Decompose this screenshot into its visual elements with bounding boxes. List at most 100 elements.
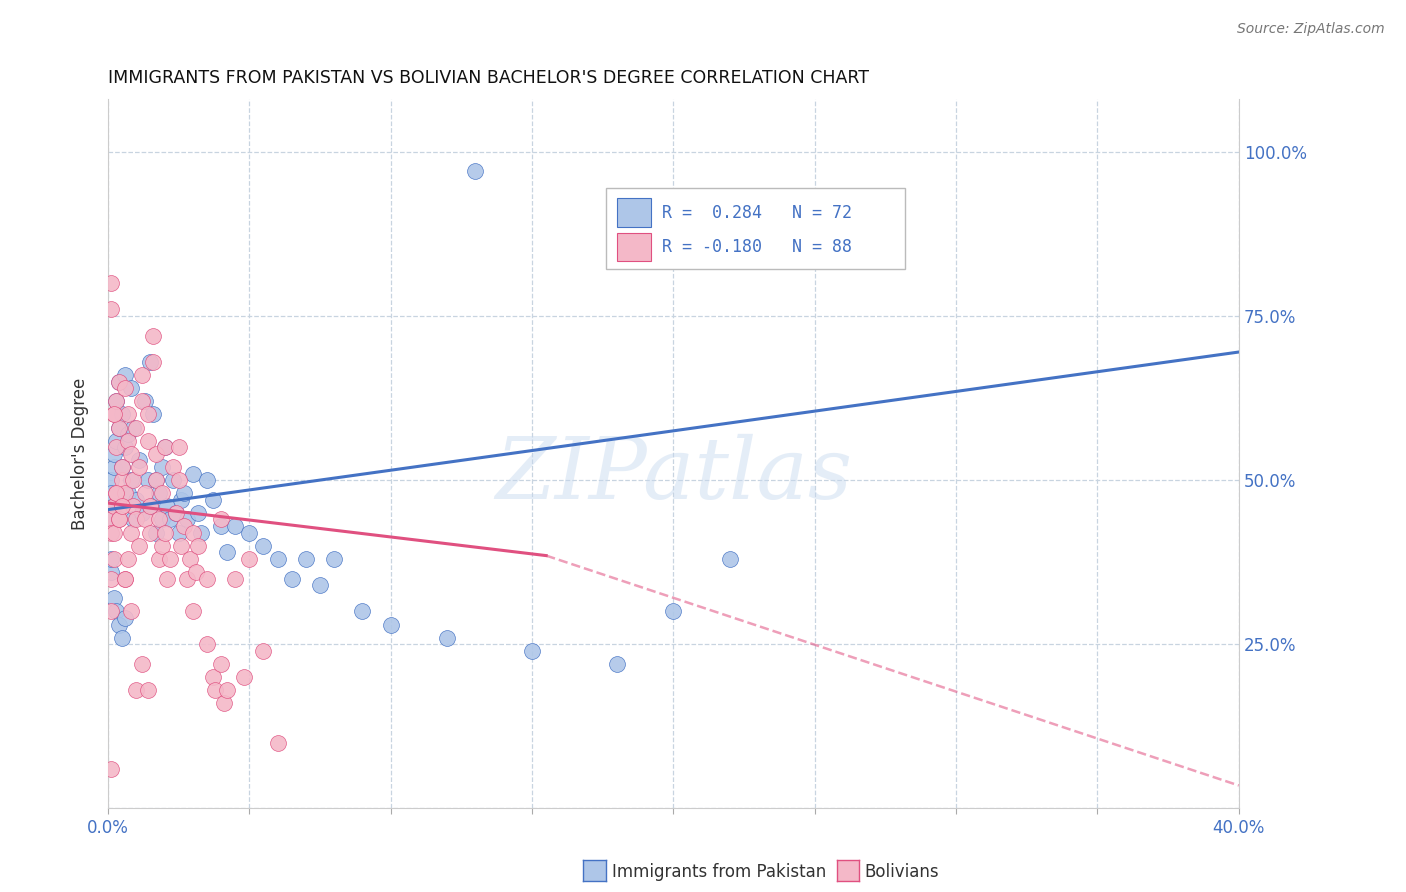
Point xyxy=(105,394,128,409)
Text: R =  0.284   N = 72: R = 0.284 N = 72 xyxy=(662,203,852,222)
Point xyxy=(153,525,176,540)
Point xyxy=(209,657,232,671)
Point xyxy=(295,552,318,566)
Point xyxy=(150,459,173,474)
Point xyxy=(105,440,128,454)
Point xyxy=(252,644,274,658)
Point xyxy=(352,604,374,618)
Point xyxy=(201,670,224,684)
Point xyxy=(128,459,150,474)
Point xyxy=(136,434,159,448)
Point xyxy=(114,368,136,382)
Point xyxy=(464,164,486,178)
Point xyxy=(136,683,159,698)
Point xyxy=(117,427,139,442)
Point xyxy=(165,506,187,520)
Point xyxy=(117,434,139,448)
Point xyxy=(122,420,145,434)
Point xyxy=(139,355,162,369)
Point xyxy=(111,631,134,645)
Point xyxy=(111,500,134,514)
Point xyxy=(100,525,122,540)
Point xyxy=(103,591,125,606)
Point xyxy=(167,525,190,540)
Point xyxy=(165,506,187,520)
Point xyxy=(323,552,346,566)
Point xyxy=(103,408,125,422)
Point xyxy=(117,408,139,422)
Point xyxy=(280,572,302,586)
Point xyxy=(224,572,246,586)
Point xyxy=(105,394,128,409)
Point xyxy=(103,525,125,540)
Point xyxy=(170,492,193,507)
Text: Immigrants from Pakistan: Immigrants from Pakistan xyxy=(612,863,825,881)
Point xyxy=(139,525,162,540)
Point xyxy=(139,500,162,514)
Point xyxy=(108,512,131,526)
FancyBboxPatch shape xyxy=(606,188,905,269)
Point xyxy=(131,506,153,520)
Point xyxy=(122,473,145,487)
Point xyxy=(108,420,131,434)
Point xyxy=(111,459,134,474)
Text: IMMIGRANTS FROM PAKISTAN VS BOLIVIAN BACHELOR'S DEGREE CORRELATION CHART: IMMIGRANTS FROM PAKISTAN VS BOLIVIAN BAC… xyxy=(108,69,869,87)
Point xyxy=(122,500,145,514)
Point xyxy=(142,355,165,369)
Point xyxy=(380,617,402,632)
Point xyxy=(114,486,136,500)
Point xyxy=(108,617,131,632)
Point xyxy=(162,473,184,487)
Point xyxy=(148,552,170,566)
Point xyxy=(100,552,122,566)
Point xyxy=(125,512,148,526)
Point xyxy=(100,604,122,618)
Point xyxy=(100,565,122,579)
Point xyxy=(134,512,156,526)
Point xyxy=(224,519,246,533)
Point xyxy=(111,459,134,474)
Point xyxy=(120,447,142,461)
Point xyxy=(108,512,131,526)
Y-axis label: Bachelor's Degree: Bachelor's Degree xyxy=(72,377,89,530)
Point xyxy=(105,486,128,500)
Point xyxy=(204,683,226,698)
Point xyxy=(436,631,458,645)
Point xyxy=(266,736,288,750)
Point xyxy=(145,447,167,461)
Point xyxy=(150,539,173,553)
Point xyxy=(111,473,134,487)
Point xyxy=(238,552,260,566)
Point xyxy=(176,572,198,586)
Point xyxy=(201,492,224,507)
Point xyxy=(122,512,145,526)
Point xyxy=(181,467,204,481)
Point xyxy=(150,486,173,500)
Point xyxy=(100,512,122,526)
Point xyxy=(125,683,148,698)
Point xyxy=(187,539,209,553)
Text: ZIPatlas: ZIPatlas xyxy=(495,434,852,516)
Point xyxy=(190,525,212,540)
Point xyxy=(209,512,232,526)
Point xyxy=(105,434,128,448)
Bar xyxy=(617,199,651,227)
Point xyxy=(179,552,201,566)
Point xyxy=(125,492,148,507)
Point xyxy=(184,565,207,579)
Point xyxy=(120,604,142,618)
Point xyxy=(520,644,543,658)
Point xyxy=(120,525,142,540)
Point xyxy=(252,539,274,553)
Point xyxy=(100,486,122,500)
Point xyxy=(131,394,153,409)
Point xyxy=(606,657,628,671)
Point xyxy=(215,545,238,559)
Point xyxy=(215,683,238,698)
Point xyxy=(238,525,260,540)
Point xyxy=(145,473,167,487)
Text: Bolivians: Bolivians xyxy=(865,863,939,881)
Point xyxy=(195,572,218,586)
Point xyxy=(131,368,153,382)
Point xyxy=(128,453,150,467)
